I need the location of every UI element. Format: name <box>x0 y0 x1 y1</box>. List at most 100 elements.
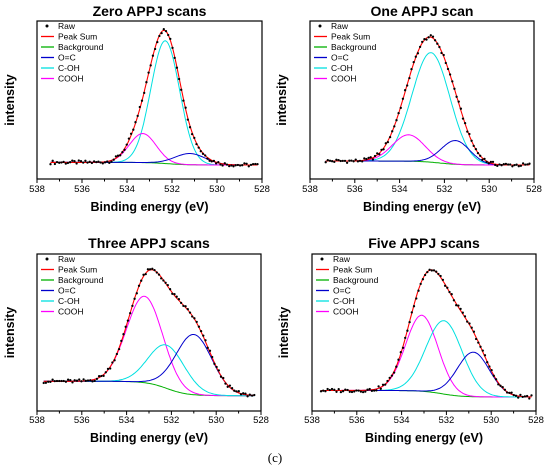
x-tick-label: 530 <box>483 415 499 426</box>
raw-point <box>73 160 76 163</box>
raw-point <box>330 160 334 163</box>
raw-point <box>49 163 52 166</box>
raw-point <box>429 34 432 37</box>
raw-point <box>488 365 491 368</box>
raw-point <box>508 391 511 395</box>
raw-point <box>483 354 487 357</box>
x-tick-label: 528 <box>526 184 542 195</box>
raw-point <box>69 378 72 382</box>
raw-point <box>64 380 68 383</box>
raw-point <box>77 159 80 162</box>
raw-point <box>427 36 430 39</box>
raw-point <box>204 339 207 342</box>
raw-point <box>459 107 463 110</box>
raw-point <box>93 379 96 383</box>
raw-point <box>117 347 121 351</box>
raw-point <box>106 160 109 163</box>
raw-point <box>134 121 137 124</box>
raw-point <box>164 29 168 33</box>
legend-label: Background <box>333 275 379 285</box>
raw-point <box>68 161 72 164</box>
raw-point <box>179 301 183 305</box>
raw-point <box>58 379 61 383</box>
raw-point <box>524 163 527 166</box>
raw-point <box>80 380 83 383</box>
raw-point <box>459 307 462 311</box>
raw-point <box>391 130 394 133</box>
raw-point <box>140 99 144 102</box>
raw-point <box>511 165 514 168</box>
raw-point <box>186 118 189 121</box>
raw-point <box>337 158 340 162</box>
x-tick-label: 534 <box>119 184 135 195</box>
raw-point <box>64 162 67 165</box>
raw-point <box>455 304 458 307</box>
raw-point <box>335 390 338 393</box>
raw-point <box>446 286 449 289</box>
raw-point <box>79 160 83 163</box>
legend-label: COOH <box>331 74 357 84</box>
raw-point <box>509 163 512 166</box>
raw-point <box>90 161 94 165</box>
raw-point <box>514 394 518 397</box>
raw-point <box>450 293 453 296</box>
raw-point <box>373 154 377 158</box>
raw-point <box>466 130 469 133</box>
raw-point <box>506 163 510 166</box>
x-tick-label: 538 <box>304 415 320 426</box>
raw-point <box>348 159 351 162</box>
raw-point <box>430 269 433 272</box>
series-raw <box>319 268 533 400</box>
raw-point <box>378 153 381 156</box>
raw-point <box>180 88 183 91</box>
raw-point <box>230 386 234 390</box>
series-background <box>43 380 255 397</box>
raw-point <box>153 268 156 272</box>
raw-point <box>123 148 126 151</box>
raw-point <box>158 34 161 38</box>
raw-point <box>386 379 389 383</box>
raw-point <box>346 388 349 392</box>
x-axis-label: Binding energy (eV) <box>363 200 481 214</box>
raw-point <box>125 143 128 146</box>
raw-point <box>217 369 220 372</box>
raw-point <box>502 163 505 166</box>
raw-point <box>225 163 229 166</box>
chart-panel-2: One APPJ scan 538 536 534 532 530 528 Binding e… <box>275 3 542 214</box>
raw-point <box>426 270 429 274</box>
raw-point <box>354 158 357 161</box>
raw-point <box>186 308 189 311</box>
raw-point <box>182 99 185 102</box>
x-axis-label: Binding energy (eV) <box>90 200 208 214</box>
raw-point <box>214 162 218 165</box>
raw-point <box>399 106 402 110</box>
series-peak-sum <box>43 269 255 397</box>
raw-point <box>452 299 456 302</box>
raw-point <box>202 334 205 337</box>
raw-point <box>226 385 229 388</box>
raw-point <box>328 159 332 162</box>
raw-point <box>438 45 441 49</box>
legend-label: Peak Sum <box>331 32 370 42</box>
raw-point <box>388 376 391 380</box>
legend-label: COOH <box>58 74 84 84</box>
raw-point <box>108 161 111 165</box>
legend-label: Background <box>331 42 377 52</box>
raw-point <box>201 152 205 155</box>
raw-point <box>474 337 478 341</box>
raw-point <box>379 387 382 390</box>
raw-point <box>164 281 167 284</box>
legend-label: Raw <box>58 21 76 31</box>
legend-label: Raw <box>331 21 349 31</box>
raw-point <box>479 154 482 157</box>
raw-point <box>345 161 349 164</box>
raw-point <box>408 76 411 80</box>
raw-point <box>339 390 343 394</box>
raw-point <box>356 160 360 163</box>
raw-point <box>441 278 445 282</box>
raw-point <box>234 164 237 167</box>
series-raw <box>42 267 256 398</box>
legend-label: Background <box>58 42 104 52</box>
raw-point <box>175 295 178 298</box>
